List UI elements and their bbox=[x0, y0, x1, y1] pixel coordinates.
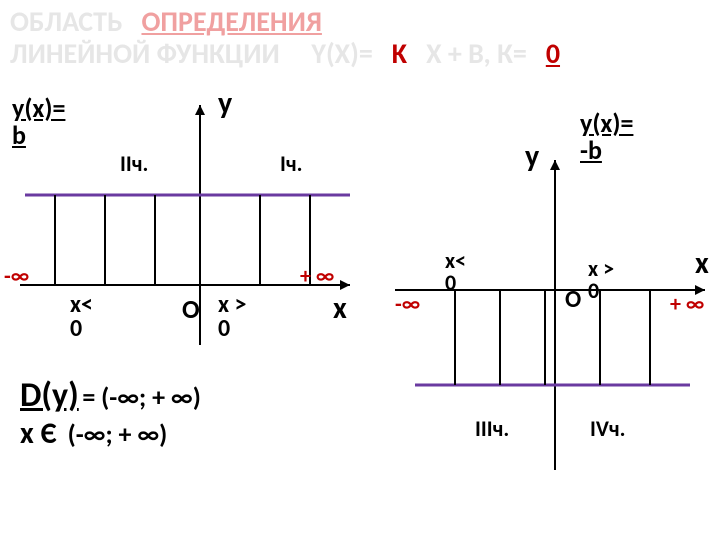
left-x-axis-label: x bbox=[333, 290, 347, 327]
left-x-lt-0: x˂ 0 bbox=[70, 293, 93, 341]
title-line-2: ЛИНЕЙНОЙ ФУНКЦИИ Y(X)= K X + B, К= 0 bbox=[10, 36, 560, 71]
right-origin-label: О bbox=[565, 285, 581, 314]
left-x-gt-0-text: x ˃ 0 bbox=[218, 290, 246, 343]
right-graph-svg bbox=[385, 150, 715, 480]
d-y-rest: = (-∞; + ∞) bbox=[82, 381, 200, 413]
left-q1-label: Iч. bbox=[280, 150, 302, 177]
left-q2-label: IIч. bbox=[120, 150, 148, 177]
title-line2-y: Y(X)= bbox=[311, 36, 372, 71]
right-x-gt-0: x ˃ 0 bbox=[588, 258, 614, 302]
right-func-label: у(х)= -b bbox=[580, 110, 633, 165]
left-neg-inf: -∞ bbox=[4, 262, 29, 289]
right-x-axis-label: x bbox=[695, 245, 709, 282]
title-line2-part1: ЛИНЕЙНОЙ ФУНКЦИИ bbox=[10, 36, 280, 71]
title-line2-rest: X + B, К= bbox=[426, 36, 527, 71]
right-graph-container bbox=[385, 150, 715, 480]
domain-line-2: x Є (-∞; + ∞) bbox=[20, 415, 167, 452]
left-y-axis-label: у bbox=[218, 85, 232, 122]
x-in-rest: (-∞; + ∞) bbox=[68, 418, 168, 450]
right-y-axis-label: у bbox=[525, 138, 539, 175]
left-func-text: у(х)= b bbox=[12, 92, 65, 151]
right-pos-inf: + ∞ bbox=[670, 290, 704, 317]
title-line-1: ОБЛАСТЬ ОПРЕДЕЛЕНИЯ bbox=[10, 4, 322, 39]
right-neg-inf: -∞ bbox=[395, 290, 420, 317]
right-q3-label: IIIч. bbox=[475, 415, 509, 442]
left-func-label: у(х)= b bbox=[12, 95, 65, 150]
title-word-2: ОПРЕДЕЛЕНИЯ bbox=[141, 4, 321, 39]
left-x-gt-0: x ˃ 0 bbox=[218, 293, 246, 341]
right-x-lt-0-text: x˂ 0 bbox=[445, 247, 466, 296]
right-x-lt-0: x˂ 0 bbox=[445, 250, 466, 294]
left-x-lt-0-text: x˂ 0 bbox=[70, 290, 93, 343]
title-line2-zero: 0 bbox=[546, 36, 560, 71]
title-line2-k: K bbox=[392, 36, 407, 71]
left-origin-label: О bbox=[182, 293, 200, 325]
right-func-text: у(х)= -b bbox=[580, 107, 633, 166]
domain-line-1: D(y) = (-∞; + ∞) bbox=[20, 375, 201, 416]
x-in-label: x Є bbox=[20, 415, 57, 452]
d-y-label: D(y) bbox=[20, 375, 79, 416]
right-q4-label: IVч. bbox=[590, 415, 626, 442]
left-pos-inf: + ∞ bbox=[300, 262, 334, 289]
right-x-gt-0-text: x ˃ 0 bbox=[588, 255, 614, 304]
title-word-1: ОБЛАСТЬ bbox=[10, 4, 122, 39]
